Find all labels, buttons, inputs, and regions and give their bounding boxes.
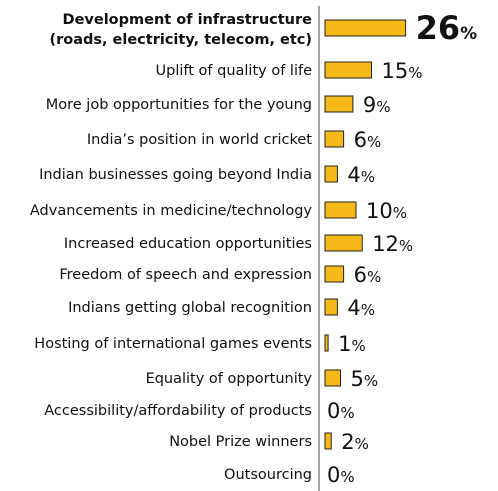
category-label: More job opportunities for the young (46, 97, 312, 113)
category-label: Advancements in medicine/technology (30, 203, 313, 219)
bar (324, 61, 372, 79)
category-label: Development of infrastructure (roads, ele… (49, 12, 312, 48)
value-label: 6% (354, 128, 382, 152)
category-label: Indian businesses going beyond India (39, 167, 312, 183)
category-label: Uplift of quality of life (156, 63, 313, 79)
value-label: 4% (347, 296, 375, 320)
bar (324, 298, 338, 316)
value-label: 12% (372, 232, 413, 256)
category-label: Hosting of international games events (34, 336, 312, 352)
category-label: Increased education opportunities (64, 236, 312, 252)
bar (324, 95, 354, 113)
value-label: 4% (347, 163, 375, 187)
value-label: 15% (382, 59, 423, 83)
bar (324, 234, 363, 252)
category-label: Outsourcing (224, 467, 312, 483)
value-label: 2% (341, 430, 369, 454)
bar (324, 334, 329, 352)
category-label: Freedom of speech and expression (59, 267, 312, 283)
category-label: Nobel Prize winners (169, 434, 312, 450)
value-label: 26% (416, 9, 478, 47)
bar (324, 201, 357, 219)
bar (324, 165, 338, 183)
value-label: 5% (351, 367, 379, 391)
category-label: Equality of opportunity (146, 371, 313, 387)
category-label: India’s position in world cricket (87, 132, 312, 148)
value-label: 1% (338, 332, 366, 356)
bar (324, 19, 407, 37)
bar (324, 369, 341, 387)
value-label: 6% (354, 263, 382, 287)
bar (324, 432, 332, 450)
category-label: Indians getting global recognition (68, 300, 312, 316)
value-label: 0% (327, 463, 355, 487)
value-label: 0% (327, 399, 355, 423)
bar (324, 130, 345, 148)
bar (324, 265, 345, 283)
value-label: 9% (363, 93, 391, 117)
value-label: 10% (366, 199, 407, 223)
category-label: Accessibility/affordability of products (44, 403, 312, 419)
